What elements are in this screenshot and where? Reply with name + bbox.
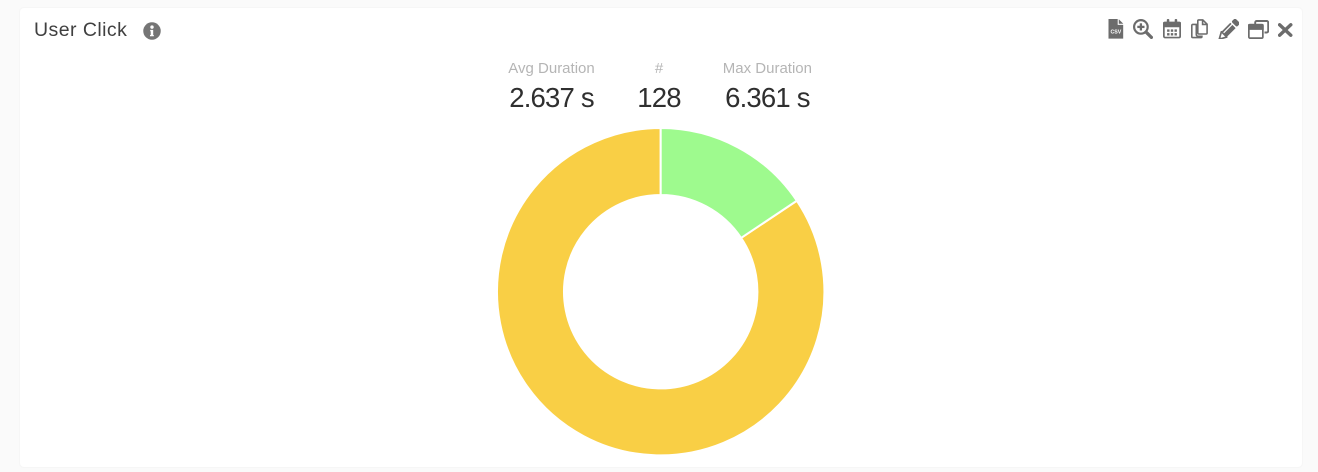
svg-text:CSV: CSV [1110, 30, 1121, 36]
